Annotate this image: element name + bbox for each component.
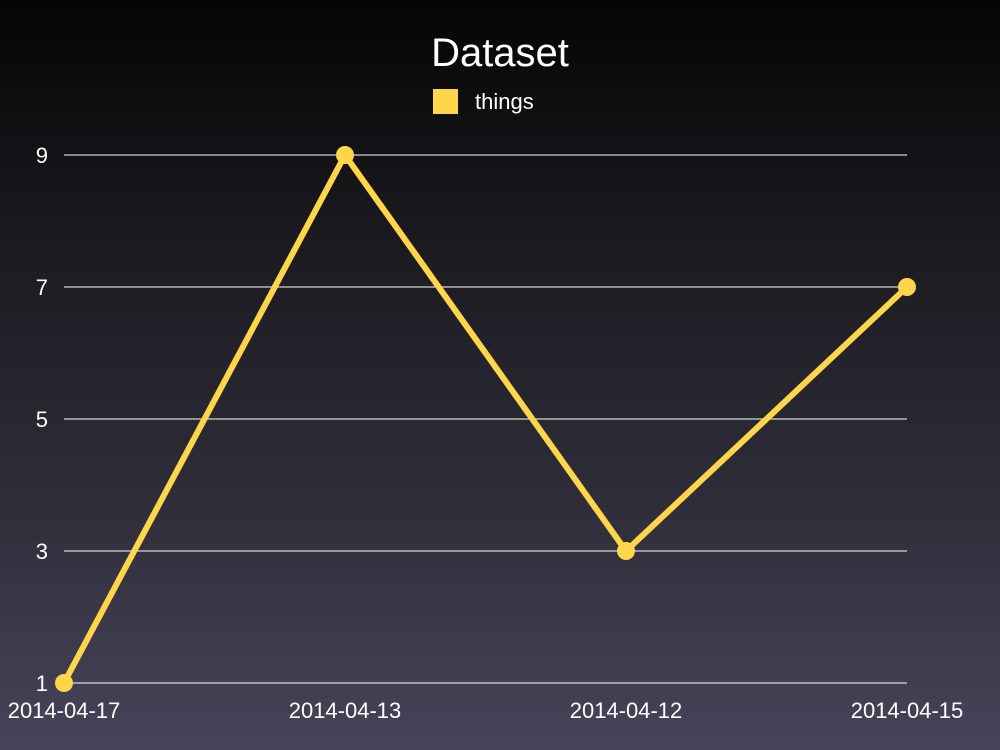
legend: things (433, 89, 534, 114)
x-tick-label: 2014-04-15 (851, 698, 964, 723)
data-point[interactable] (898, 278, 916, 296)
y-tick-label: 7 (36, 275, 48, 300)
legend-swatch-things (433, 89, 458, 114)
chart-title: Dataset (431, 31, 569, 75)
y-tick-label: 5 (36, 407, 48, 432)
x-tick-label: 2014-04-17 (8, 698, 121, 723)
y-tick-label: 9 (36, 143, 48, 168)
y-tick-label: 3 (36, 539, 48, 564)
x-tick-label: 2014-04-12 (570, 698, 683, 723)
y-tick-label: 1 (36, 671, 48, 696)
x-axis: 2014-04-17 2014-04-13 2014-04-12 2014-04-15 (8, 698, 964, 723)
y-axis: 1 3 5 7 9 (36, 143, 48, 696)
data-point[interactable] (336, 146, 354, 164)
data-point[interactable] (55, 674, 73, 692)
series-line-things (61, 152, 910, 686)
data-point[interactable] (617, 542, 635, 560)
series-things (55, 146, 916, 692)
legend-label-things: things (475, 89, 534, 114)
gridlines (64, 154, 907, 684)
x-tick-label: 2014-04-13 (289, 698, 402, 723)
